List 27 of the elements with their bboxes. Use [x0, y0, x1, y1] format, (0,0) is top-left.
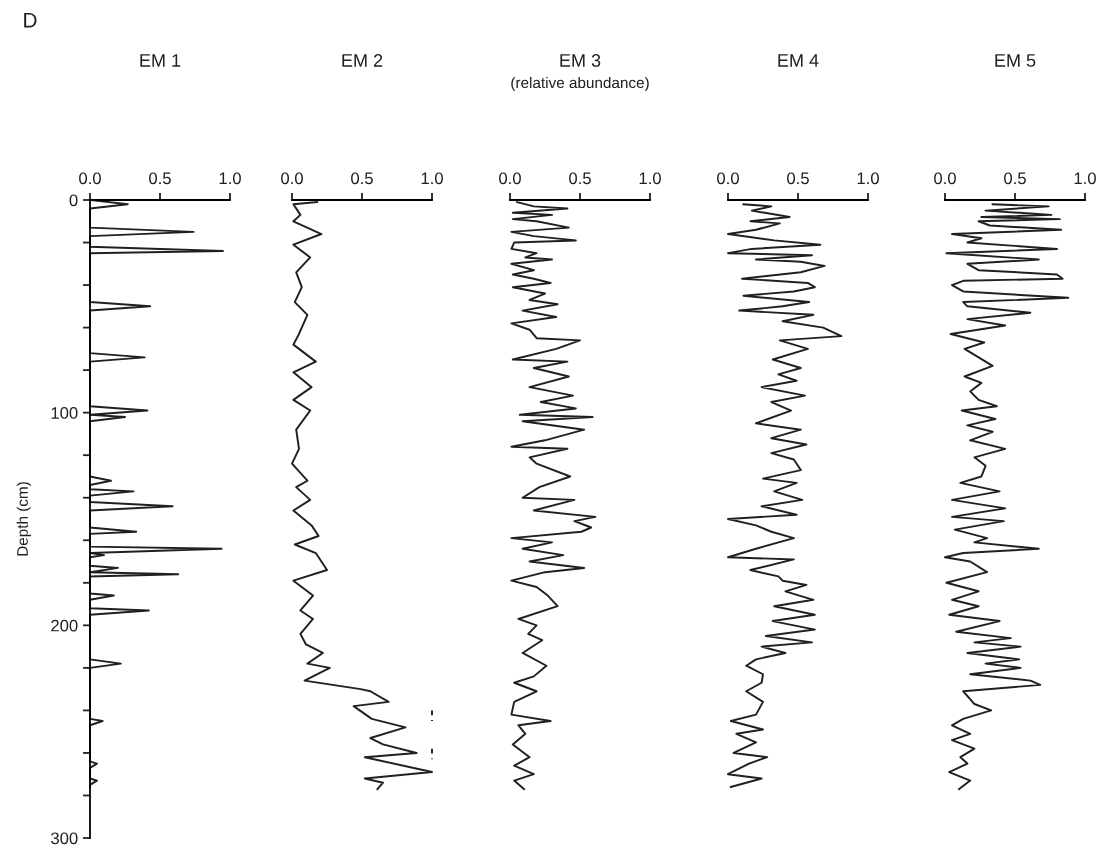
y-tick-label: 200 — [51, 619, 78, 632]
x-tick-label: 0.0 — [717, 172, 739, 185]
x-tick-label: 0.0 — [79, 172, 101, 185]
x-tick-label: 1.0 — [857, 172, 879, 185]
x-tick-label: 0.5 — [787, 172, 809, 185]
x-tick-label: 1.0 — [421, 172, 443, 185]
y-tick-label: 100 — [51, 407, 78, 419]
x-tick-label: 0.5 — [149, 172, 171, 185]
x-tick-label: 1.0 — [219, 172, 241, 185]
y-tick-label: 300 — [51, 832, 78, 845]
chart-title: EM 5 — [995, 54, 1036, 67]
x-tick-label: 0.5 — [1004, 172, 1026, 185]
y-axis-title: Depth (cm) — [16, 482, 31, 556]
chart-title: EM 3 — [560, 54, 601, 67]
chart-title: EM 1 — [140, 54, 181, 67]
chart-title: EM 2 — [342, 54, 383, 67]
y-tick-label: 0 — [69, 194, 78, 207]
chart-subtitle: (relative abundance) — [511, 76, 649, 92]
x-tick-label: 0.0 — [934, 172, 956, 185]
x-tick-label: 0.0 — [499, 172, 521, 185]
x-tick-label: 0.0 — [281, 172, 303, 185]
text: D — [24, 13, 37, 28]
x-tick-label: 0.5 — [569, 172, 591, 185]
x-tick-label: 1.0 — [1074, 172, 1096, 185]
x-tick-label: 0.5 — [351, 172, 373, 185]
x-tick-label: 1.0 — [639, 172, 661, 185]
chart-title: EM 4 — [778, 54, 819, 67]
